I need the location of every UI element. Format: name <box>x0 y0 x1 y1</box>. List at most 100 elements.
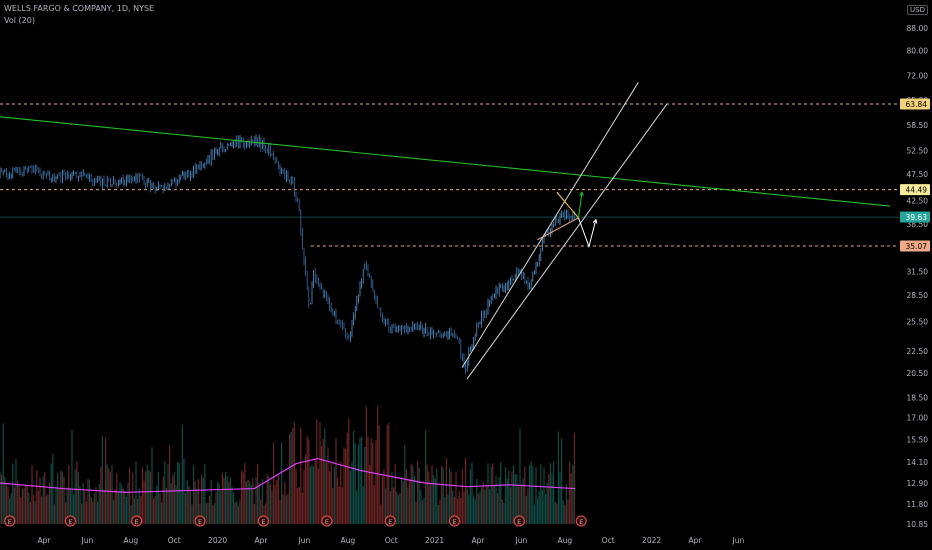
y-tick-label: 52.50 <box>907 146 929 155</box>
volume-bar <box>469 469 471 524</box>
x-tick-label: Oct <box>385 536 398 545</box>
volume-bar <box>234 502 236 524</box>
volume-bar <box>391 471 393 524</box>
volume-bar <box>354 443 356 524</box>
volume-bar <box>465 457 467 524</box>
volume-bar <box>255 477 257 524</box>
volume-bar <box>417 460 419 524</box>
volume-bar <box>244 462 246 524</box>
volume-bar <box>298 487 300 524</box>
x-tick-label: 2022 <box>642 536 661 545</box>
y-tick-label: 22.50 <box>907 347 929 356</box>
volume-bar <box>500 461 502 524</box>
volume-bar <box>45 495 47 524</box>
volume-bar <box>332 488 334 524</box>
volume-bar <box>196 488 198 524</box>
volume-bar <box>167 464 169 524</box>
volume-bar <box>321 445 323 524</box>
x-tick-label: Jun <box>515 536 528 545</box>
x-tick-label: Jun <box>81 536 94 545</box>
volume-bar <box>164 461 166 524</box>
earnings-marker-label: E <box>452 518 456 526</box>
volume-bar <box>101 435 103 524</box>
volume-bar <box>39 477 41 524</box>
volume-bar <box>50 463 52 524</box>
volume-bar <box>105 437 107 524</box>
y-tick-label: 47.50 <box>907 170 929 179</box>
volume-bar <box>185 492 187 524</box>
volume-bar <box>341 487 343 524</box>
volume-bar <box>426 464 428 524</box>
volume-bar <box>188 485 190 524</box>
volume-bar <box>316 419 318 524</box>
volume-bar <box>138 488 140 524</box>
volume-bar <box>149 472 151 524</box>
volume-bar <box>493 486 495 524</box>
volume-bar <box>204 464 206 524</box>
volume-bar <box>340 461 342 524</box>
volume-bar <box>129 467 131 524</box>
volume-bar <box>81 503 83 524</box>
volume-bar <box>249 480 251 524</box>
volume-bar <box>225 471 227 524</box>
volume-bar <box>97 501 99 524</box>
volume-bar <box>253 503 255 524</box>
volume-bar <box>573 432 575 524</box>
volume-indicator-label[interactable]: Vol (20) <box>4 16 35 25</box>
volume-bar <box>543 467 545 524</box>
volume-bar <box>405 469 407 524</box>
channel-line <box>461 81 639 368</box>
arrow-head <box>579 191 584 197</box>
volume-bar <box>370 437 372 524</box>
volume-bar <box>442 467 444 524</box>
y-tick-label: 14.10 <box>907 458 929 467</box>
volume-bar <box>276 479 278 524</box>
volume-bar <box>178 463 180 524</box>
volume-bar <box>76 461 78 524</box>
volume-bar <box>181 424 183 524</box>
volume-bar <box>109 471 111 524</box>
y-tick-label: 25.50 <box>907 318 929 327</box>
volume-bar <box>546 483 548 524</box>
volume-ma-line <box>0 457 576 493</box>
volume-bar <box>506 478 508 524</box>
volume-bar <box>252 478 254 524</box>
currency-badge[interactable]: USD <box>907 5 928 15</box>
volume-bar <box>476 478 478 524</box>
volume-bar <box>538 491 540 524</box>
y-tick-label: 10.85 <box>907 520 929 529</box>
volume-bar <box>514 474 516 524</box>
x-tick-label: Apr <box>255 536 269 545</box>
x-tick-label: Apr <box>689 536 703 545</box>
volume-bar <box>509 487 511 524</box>
volume-bar <box>423 497 425 524</box>
volume-bar <box>549 462 551 524</box>
volume-bar <box>367 436 369 524</box>
volume-bar <box>364 447 366 524</box>
volume-bar <box>545 494 547 524</box>
volume-bar <box>319 421 321 524</box>
volume-bar <box>284 481 286 524</box>
y-tick-label: 15.50 <box>907 435 929 444</box>
volume-bar <box>261 479 263 524</box>
volume-bar <box>180 489 182 524</box>
volume-bar <box>399 492 401 524</box>
volume-bar <box>505 467 507 524</box>
earnings-marker-label: E <box>325 518 329 526</box>
earnings-marker <box>64 515 76 527</box>
volume-bar <box>250 484 252 524</box>
volume-bar <box>404 444 406 524</box>
volume-bar <box>343 447 345 524</box>
volume-bar <box>285 495 287 524</box>
earnings-marker-label: E <box>8 518 12 526</box>
volume-bar <box>498 477 500 524</box>
volume-bar <box>215 492 217 524</box>
volume-bar <box>5 483 7 524</box>
volume-bar <box>317 468 319 524</box>
volume-bar <box>524 466 526 524</box>
volume-bar <box>521 483 523 524</box>
volume-bar <box>23 488 25 524</box>
volume-bar <box>389 491 391 524</box>
volume-bar <box>236 501 238 524</box>
